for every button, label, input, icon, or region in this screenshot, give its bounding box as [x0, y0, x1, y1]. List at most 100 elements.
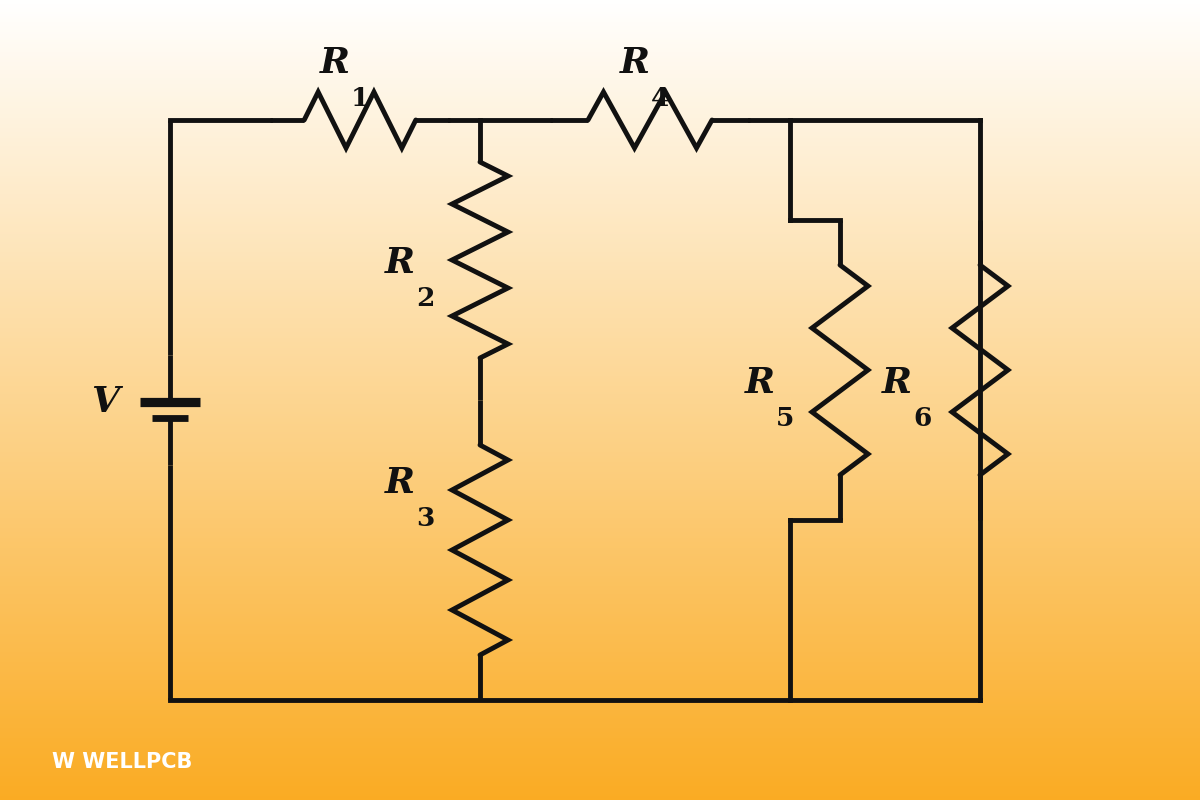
Bar: [0, 142, 1200, 146]
Bar: [0, 782, 1200, 786]
Bar: [0, 734, 1200, 738]
Bar: [0, 516, 1200, 520]
Bar: [0, 286, 1200, 290]
Bar: [0, 174, 1200, 178]
Bar: [0, 276, 1200, 280]
Bar: [0, 230, 1200, 234]
Bar: [0, 214, 1200, 218]
Bar: [0, 6, 1200, 10]
Bar: [0, 732, 1200, 736]
Bar: [0, 682, 1200, 686]
Bar: [0, 24, 1200, 28]
Bar: [0, 404, 1200, 408]
Bar: [0, 484, 1200, 488]
Bar: [0, 338, 1200, 342]
Bar: [0, 588, 1200, 592]
Bar: [0, 736, 1200, 740]
Bar: [0, 620, 1200, 624]
Bar: [0, 572, 1200, 576]
Bar: [0, 658, 1200, 662]
Bar: [0, 108, 1200, 112]
Bar: [0, 454, 1200, 458]
Bar: [0, 402, 1200, 406]
Bar: [0, 52, 1200, 56]
Bar: [0, 368, 1200, 372]
Bar: [0, 146, 1200, 150]
Text: 3: 3: [416, 506, 434, 531]
Bar: [0, 412, 1200, 416]
Text: 6: 6: [913, 406, 931, 431]
Bar: [0, 260, 1200, 264]
Bar: [0, 662, 1200, 666]
Bar: [0, 250, 1200, 254]
Bar: [0, 304, 1200, 308]
Bar: [0, 758, 1200, 762]
Bar: [0, 188, 1200, 192]
Bar: [0, 58, 1200, 62]
Bar: [0, 410, 1200, 414]
Bar: [0, 386, 1200, 390]
Bar: [0, 370, 1200, 374]
Bar: [0, 532, 1200, 536]
Bar: [0, 462, 1200, 466]
Bar: [0, 106, 1200, 110]
Bar: [0, 712, 1200, 716]
Bar: [0, 194, 1200, 198]
Bar: [0, 264, 1200, 268]
Bar: [0, 440, 1200, 444]
Bar: [0, 418, 1200, 422]
Bar: [0, 4, 1200, 8]
Bar: [0, 334, 1200, 338]
Bar: [0, 586, 1200, 590]
Bar: [0, 208, 1200, 212]
Bar: [0, 360, 1200, 364]
Bar: [0, 482, 1200, 486]
Bar: [0, 626, 1200, 630]
Bar: [0, 254, 1200, 258]
Bar: [0, 506, 1200, 510]
Bar: [0, 376, 1200, 380]
Bar: [0, 594, 1200, 598]
Bar: [0, 602, 1200, 606]
Bar: [0, 150, 1200, 154]
Bar: [0, 226, 1200, 230]
Bar: [0, 598, 1200, 602]
Bar: [0, 248, 1200, 252]
Bar: [0, 706, 1200, 710]
Bar: [0, 502, 1200, 506]
Bar: [0, 438, 1200, 442]
Bar: [0, 32, 1200, 36]
Bar: [0, 768, 1200, 772]
Bar: [0, 716, 1200, 720]
Bar: [0, 220, 1200, 224]
Bar: [0, 720, 1200, 724]
Bar: [0, 246, 1200, 250]
Bar: [0, 534, 1200, 538]
Bar: [0, 236, 1200, 240]
Bar: [0, 788, 1200, 792]
Bar: [0, 630, 1200, 634]
Bar: [0, 492, 1200, 496]
Bar: [0, 10, 1200, 14]
Bar: [0, 160, 1200, 164]
Bar: [0, 64, 1200, 68]
Bar: [0, 652, 1200, 656]
Bar: [0, 300, 1200, 304]
Bar: [0, 82, 1200, 86]
Bar: [0, 28, 1200, 32]
Bar: [0, 698, 1200, 702]
Bar: [0, 762, 1200, 766]
Bar: [0, 726, 1200, 730]
Bar: [0, 552, 1200, 556]
Bar: [0, 458, 1200, 462]
Bar: [0, 596, 1200, 600]
Bar: [0, 406, 1200, 410]
Bar: [0, 612, 1200, 616]
Bar: [0, 164, 1200, 168]
Bar: [0, 656, 1200, 660]
Bar: [0, 50, 1200, 54]
Bar: [0, 0, 1200, 2]
Bar: [0, 262, 1200, 266]
Bar: [0, 336, 1200, 340]
Bar: [0, 678, 1200, 682]
